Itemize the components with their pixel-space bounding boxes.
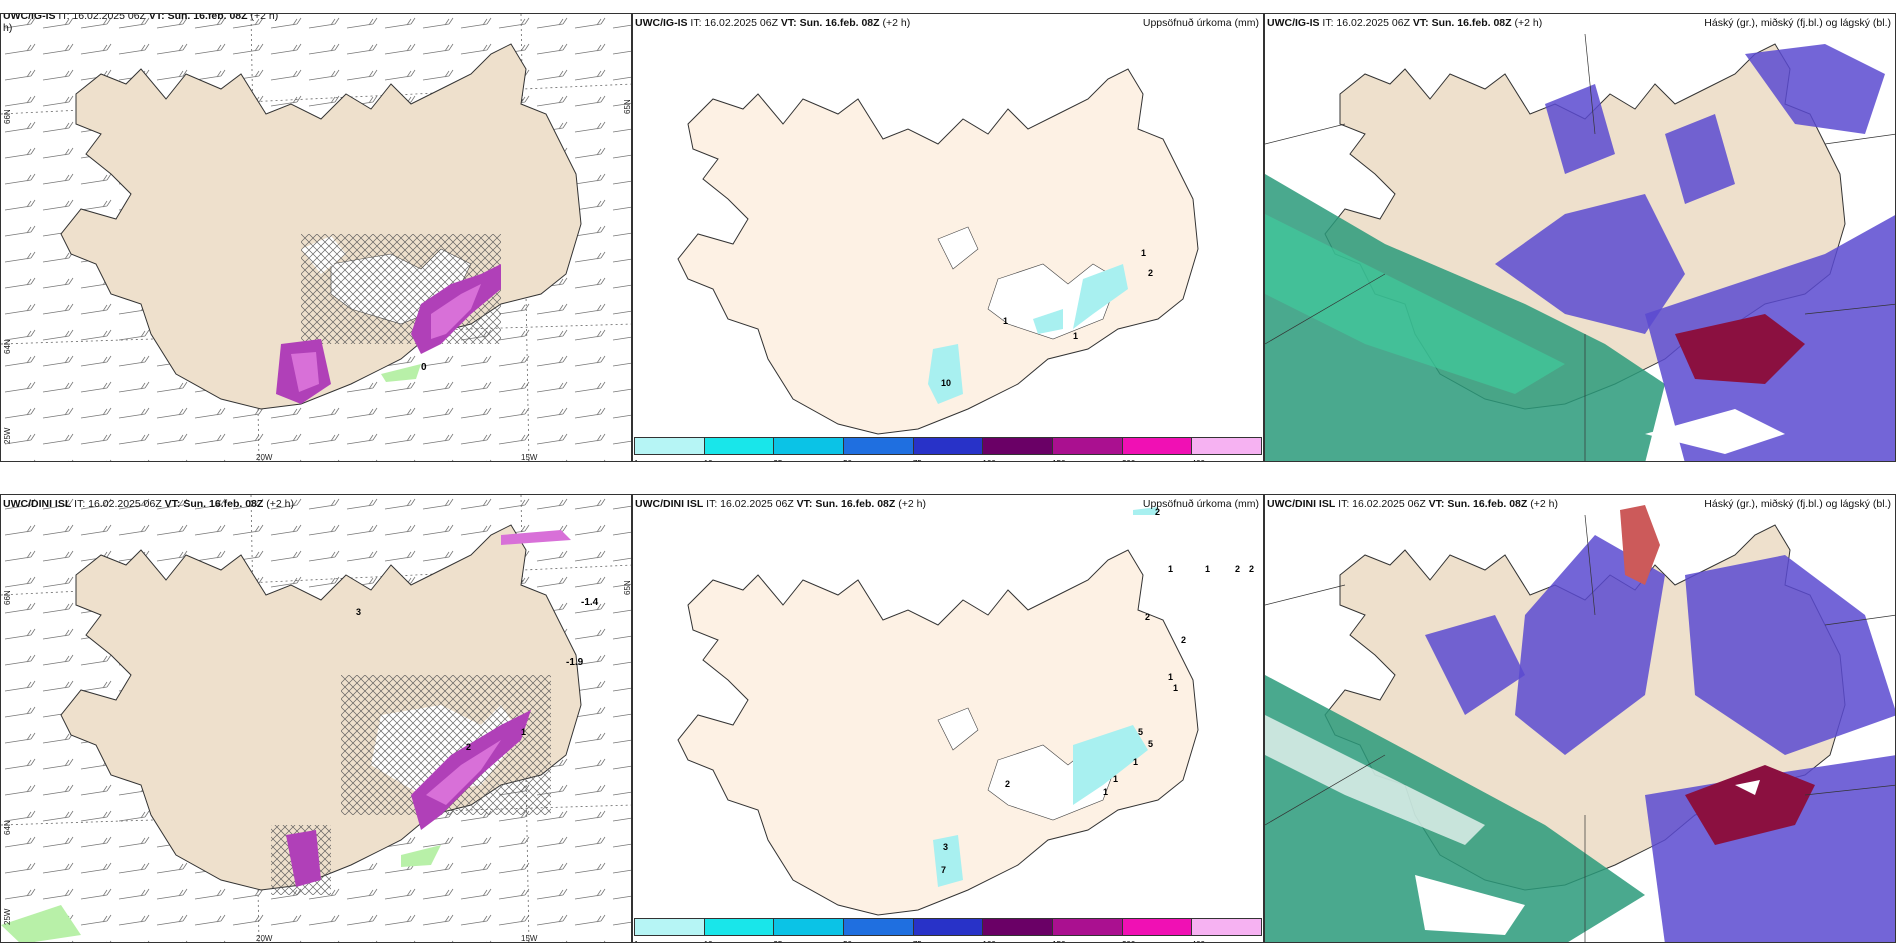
map-panel-top-right: UWC/IG-IS IT: 16.02.2025 06Z VT: Sun. 16… [1264,13,1896,462]
legend-swatch [844,438,914,454]
legend-ticks: 1 10 25 50 75 100 150 200 400 [634,940,1262,942]
lon-label-20w: 20W [256,453,273,462]
precip-legend [634,918,1262,940]
lon-label-20w: 20W [256,934,273,943]
annotation-label: 0 [421,362,427,373]
precip-legend [634,437,1262,459]
precip-label: 5 [1138,727,1143,737]
legend-swatch [913,438,984,454]
panel-subtitle: Háský (gr.), miðský (fj.bl.) og lágský (… [1704,498,1891,510]
precip-label: 5 [1148,739,1153,749]
annotation-label: -1.9 [566,657,584,668]
precip-label: 2 [1235,564,1240,574]
panel-title: UWC/IG-IS IT: 16.02.2025 06Z VT: Sun. 16… [1267,17,1543,29]
legend-swatch [774,919,845,935]
wind-temperature-map: -1.4 -1.9 3 2 1 [1,495,631,942]
precip-label: 2 [1145,612,1150,622]
map-panel-bottom-left: UWC/DINI ISL IT: 16.02.2025 06Z VT: Sun.… [0,494,632,943]
lon-label-15w: 15W [521,934,538,943]
precip-label: 1 [1168,564,1173,574]
legend-swatch [1053,438,1123,454]
legend-swatch [844,919,914,935]
lat-label-25w: 25W [3,427,12,444]
annotation-label: 3 [356,607,361,617]
precip-label: 2 [1005,779,1010,789]
lat-label-66n: 66N [3,590,12,605]
legend-swatch [983,919,1054,935]
panel-title: UWC/IG-IS IT: 16.02.2025 06Z VT: Sun. 16… [3,13,279,34]
iceland-land [677,68,1199,435]
precip-label: 1 [1205,564,1210,574]
legend-ticks: 1 10 25 50 75 100 150 200 400 [634,459,1262,461]
precip-label: 2 [1155,507,1160,517]
precip-label: 1 [1073,331,1078,341]
precip-label: 3 [943,842,948,852]
map-panel-bottom-right: UWC/DINI ISL IT: 16.02.2025 06Z VT: Sun.… [1264,494,1896,943]
legend-swatch [983,438,1054,454]
legend-swatch [704,438,775,454]
precip-label: 7 [941,865,946,875]
precip-label: 1 [1113,774,1118,784]
precip-label: 2 [1181,635,1186,645]
annotation-label: -1.4 [581,597,599,608]
legend-swatch [635,919,705,935]
precip-label: 1 [1103,787,1108,797]
lon-label-15w: 15W [521,453,538,462]
panel-subtitle: Háský (gr.), miðský (fj.bl.) og lágský (… [1704,17,1891,29]
precip-label: 1 [1168,672,1173,682]
precip-label: 2 [1249,564,1254,574]
panel-title: UWC/IG-IS IT: 16.02.2025 06Z VT: Sun. 16… [635,17,911,29]
lat-label-64n: 64N [3,339,12,354]
legend-swatch [1122,919,1193,935]
iceland-land [677,549,1199,916]
precip-label: 2 [1148,268,1153,278]
lat-label-65n: 65N [623,580,632,595]
legend-swatch [635,438,705,454]
annotation-label: 1 [521,727,526,737]
legend-swatch [704,919,775,935]
cloud-cover-map [1265,505,1895,942]
legend-swatch [774,438,845,454]
map-panel-top-left: UWC/IG-IS IT: 16.02.2025 06Z VT: Sun. 16… [0,13,632,462]
precip-label: 1 [1141,248,1146,258]
legend-swatch [1192,919,1262,935]
cloud-cover-map [1265,33,1895,461]
precip-label: 1 [1173,683,1178,693]
wind-temperature-map: 0 [1,14,631,461]
precipitation-map: 2 1 1 2 2 2 2 1 1 5 5 1 1 2 1 3 7 [677,507,1254,916]
legend-swatch [1122,438,1193,454]
precip-label: 10 [941,378,951,388]
panel-title: UWC/DINI ISL IT: 16.02.2025 06Z VT: Sun.… [3,498,294,510]
legend-swatch [1192,438,1262,454]
panel-title: UWC/DINI ISL IT: 16.02.2025 06Z VT: Sun.… [1267,498,1558,510]
precip-label: 1 [1003,316,1008,326]
map-panel-top-mid: UWC/IG-IS IT: 16.02.2025 06Z VT: Sun. 16… [632,13,1264,462]
lat-label-65n: 65N [623,99,632,114]
panel-subtitle: Uppsöfnuð úrkoma (mm) [1142,17,1259,29]
legend-swatch [1053,919,1123,935]
legend-swatch [913,919,984,935]
lat-label-66n: 66N [3,109,12,124]
map-panel-bottom-mid: UWC/DINI ISL IT: 16.02.2025 06Z VT: Sun.… [632,494,1264,943]
lat-label-64n: 64N [3,820,12,835]
panel-title: UWC/DINI ISL IT: 16.02.2025 06Z VT: Sun.… [635,498,926,510]
annotation-label: 2 [466,742,471,752]
panel-subtitle: Uppsöfnuð úrkoma (mm) [1142,498,1259,510]
precip-label: 1 [1133,757,1138,767]
precipitation-map: 1 2 1 1 10 [677,68,1199,435]
lat-label-25w: 25W [3,908,12,925]
